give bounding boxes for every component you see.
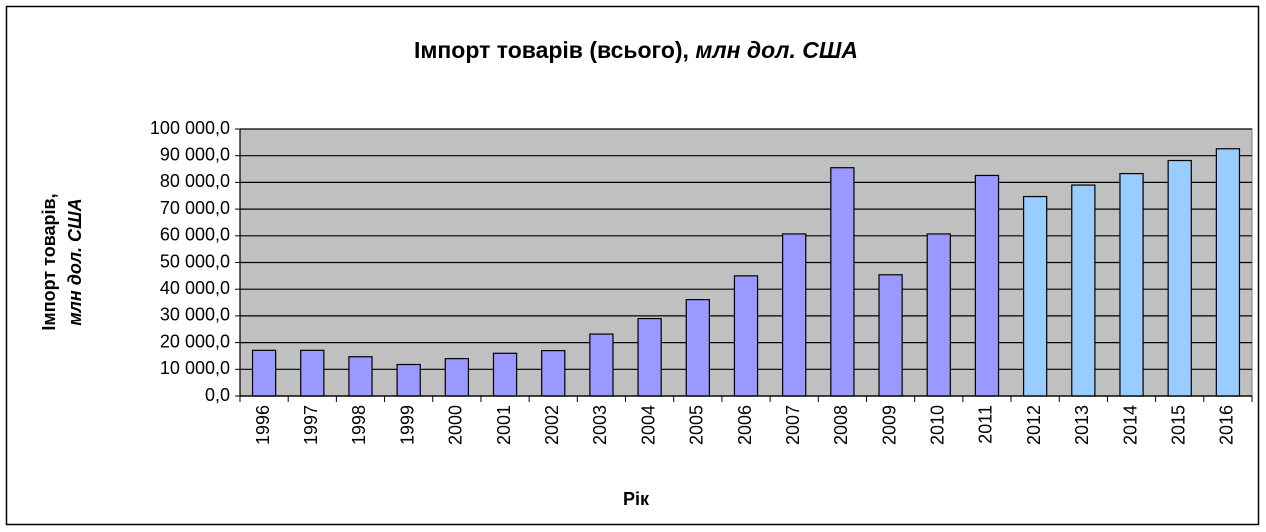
bar bbox=[878, 274, 903, 397]
y-tick-label: 100 000,0 bbox=[150, 118, 230, 138]
y-tick-label: 90 000,0 bbox=[160, 144, 230, 164]
x-tick-label: 2012 bbox=[1024, 405, 1044, 445]
x-label: Рік bbox=[623, 489, 650, 509]
bar bbox=[1119, 172, 1144, 397]
x-tick-label: 2007 bbox=[783, 405, 803, 445]
y-label: Імпорт товарів, bbox=[39, 193, 59, 330]
x-tick-label: 2000 bbox=[446, 405, 466, 445]
y-axis-label: Імпорт товарів, млн дол. США bbox=[39, 193, 85, 330]
x-tick-label: 2016 bbox=[1217, 405, 1237, 445]
x-tick-label: 2003 bbox=[590, 405, 610, 445]
y-tick-label: 80 000,0 bbox=[160, 171, 230, 191]
y-tick-label: 0,0 bbox=[205, 385, 230, 405]
y-tick-label: 20 000,0 bbox=[160, 331, 230, 351]
x-tick-label: 2014 bbox=[1120, 405, 1140, 445]
bar bbox=[974, 174, 1000, 397]
bar bbox=[589, 333, 614, 397]
bar bbox=[1022, 195, 1048, 397]
y-tick-label: 10 000,0 bbox=[160, 358, 230, 378]
x-tick-label: 1996 bbox=[253, 405, 273, 445]
bar bbox=[492, 352, 518, 397]
x-tick-label: 2005 bbox=[687, 405, 707, 445]
x-tick-label: 2006 bbox=[735, 405, 755, 445]
bar bbox=[830, 167, 855, 397]
x-tick-label: 2010 bbox=[928, 405, 948, 445]
x-tick-label: 1998 bbox=[349, 405, 369, 445]
x-tick-label: 2011 bbox=[976, 405, 996, 444]
y-tick-label: 50 000,0 bbox=[160, 251, 230, 271]
bar bbox=[1167, 159, 1192, 397]
bar bbox=[541, 350, 566, 397]
x-tick-label: 2015 bbox=[1168, 405, 1188, 445]
bar bbox=[348, 356, 373, 397]
y-tick-label: 40 000,0 bbox=[160, 278, 230, 298]
bar bbox=[685, 299, 710, 397]
x-tick-label: 1997 bbox=[301, 405, 321, 445]
chart-title: Імпорт товарів (всього), млн дол. США bbox=[414, 37, 858, 63]
y-label-unit: млн дол. США bbox=[65, 198, 85, 325]
title-main: Імпорт товарів (всього), bbox=[414, 37, 689, 63]
x-tick-label: 2009 bbox=[879, 405, 899, 445]
x-tick-label: 2001 bbox=[494, 405, 514, 445]
x-tick-label: 2008 bbox=[831, 405, 851, 445]
x-tick-label: 2004 bbox=[638, 405, 658, 445]
bar bbox=[251, 349, 277, 397]
bar bbox=[637, 317, 662, 397]
y-tick-label: 60 000,0 bbox=[160, 225, 230, 245]
bar bbox=[444, 358, 470, 397]
bar bbox=[1071, 184, 1096, 397]
bar bbox=[782, 233, 807, 397]
x-tick-label: 2013 bbox=[1072, 405, 1092, 445]
bar bbox=[733, 275, 759, 397]
title-unit: млн дол. США bbox=[695, 37, 858, 63]
bar bbox=[396, 363, 421, 397]
x-tick-label: 2002 bbox=[542, 405, 562, 445]
x-tick-label: 1999 bbox=[397, 405, 417, 445]
y-tick-label: 30 000,0 bbox=[160, 305, 230, 325]
bar bbox=[1215, 148, 1241, 397]
y-tick-label: 70 000,0 bbox=[160, 198, 230, 218]
bar bbox=[926, 233, 951, 397]
bar bbox=[300, 349, 325, 397]
